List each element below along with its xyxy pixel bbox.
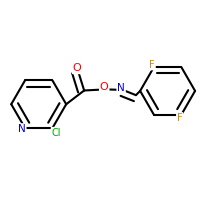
Text: O: O	[100, 82, 109, 92]
Text: F: F	[177, 113, 182, 123]
Text: F: F	[149, 60, 155, 70]
Text: N: N	[18, 124, 26, 134]
Text: N: N	[117, 83, 125, 93]
Text: O: O	[73, 63, 82, 73]
Text: Cl: Cl	[52, 128, 61, 138]
